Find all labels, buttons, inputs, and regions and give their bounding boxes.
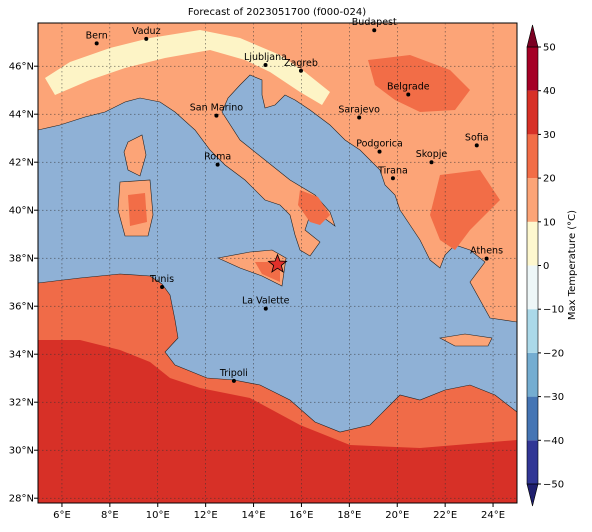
colorbar-band [527, 178, 538, 222]
city-label: Bern [86, 30, 108, 41]
colorbar-band [527, 221, 538, 266]
colorbar-band [527, 440, 538, 484]
colorbar-under [526, 483, 539, 507]
city-dot [406, 92, 411, 97]
city-label: Ljubljana [244, 52, 287, 63]
city-dot [160, 285, 165, 289]
city-label: Roma [204, 152, 231, 163]
x-tick-label: 16°E [289, 510, 313, 521]
colorbar-tick-label: 0 [543, 261, 549, 272]
africa-hot [38, 340, 517, 503]
crete [439, 333, 493, 347]
map-frame [37, 22, 518, 504]
colorbar-tick-label: −20 [543, 348, 564, 359]
city-dot [484, 256, 489, 261]
city-label: Athens [470, 246, 503, 257]
city-dot [377, 149, 382, 154]
colorbar-tick-label: −30 [543, 392, 564, 403]
y-tick-label: 30°N [9, 446, 34, 457]
y-tick-label: 36°N [9, 302, 34, 313]
colorbar-tick-label: −40 [543, 436, 564, 447]
city-dot [298, 68, 303, 73]
y-tick-label: 46°N [9, 62, 34, 73]
alps-cool [45, 30, 330, 105]
colorbar-tick-label: −10 [543, 305, 564, 316]
city-dot [263, 63, 268, 67]
city-label: Budapest [352, 17, 397, 28]
city-dot [231, 378, 236, 383]
map-title: Forecast of 2023051700 (f000-024) [188, 7, 366, 18]
colorbar-band [527, 265, 538, 310]
x-tick-label: 20°E [385, 510, 409, 521]
sardinia-warm [128, 193, 147, 226]
colorbar-tick-label: 20 [543, 174, 556, 185]
city-label: Vaduz [132, 26, 161, 37]
y-tick-label: 34°N [9, 350, 34, 361]
x-tick-label: 6°E [53, 510, 71, 521]
italy-south-warm [298, 190, 330, 225]
colorbar-over [526, 24, 539, 48]
city-label: Sarajevo [338, 105, 380, 116]
x-tick-label: 18°E [337, 510, 361, 521]
city-label: Tirana [377, 165, 408, 176]
greece-warm [430, 170, 500, 250]
city-label: Sofia [465, 132, 489, 143]
y-tick-label: 44°N [9, 110, 34, 121]
city-dot [215, 162, 220, 167]
city-dot [429, 160, 434, 165]
colorbar-band [527, 309, 538, 353]
city-dot [263, 306, 268, 311]
city-dot [94, 41, 99, 46]
city-label: Tripoli [219, 368, 248, 379]
star-marker [267, 253, 288, 273]
city-dot [474, 143, 479, 148]
city-dot [357, 115, 362, 120]
city-label: La Valette [242, 296, 290, 307]
city-dot [214, 113, 219, 118]
balkan-warm [368, 55, 470, 112]
colorbar-label: Max Temperature (°C) [567, 210, 578, 320]
map-area [38, 23, 517, 503]
colorbar-tick-label: 10 [543, 217, 556, 228]
colorbar-band [527, 352, 538, 397]
city-dot [144, 36, 149, 41]
colorbar-tick-label: −50 [543, 480, 564, 491]
y-tick-label: 38°N [9, 254, 34, 265]
colorbar-band [527, 134, 538, 179]
corsica [123, 134, 147, 177]
y-tick-label: 32°N [9, 398, 34, 409]
colorbar-band [527, 396, 538, 441]
x-tick-label: 14°E [242, 510, 266, 521]
colorbar-tick-label: 40 [543, 86, 556, 97]
colorbar-band [527, 47, 538, 91]
colorbar-tick-label: 50 [543, 43, 556, 54]
city-label: San Marino [190, 103, 243, 114]
x-tick-label: 10°E [146, 510, 170, 521]
city-label: Skopje [416, 149, 448, 160]
colorbar-tick-label: 30 [543, 130, 556, 141]
city-dot [390, 176, 395, 181]
city-label: Tunis [149, 274, 174, 285]
colorbar-band [527, 90, 538, 135]
y-tick-label: 42°N [9, 158, 34, 169]
city-label: Zagreb [284, 58, 318, 69]
x-tick-label: 12°E [194, 510, 218, 521]
city-label: Podgorica [356, 139, 403, 150]
x-tick-label: 22°E [433, 510, 457, 521]
city-dot [372, 28, 377, 33]
x-tick-label: 24°E [481, 510, 505, 521]
y-tick-label: 28°N [9, 494, 34, 505]
city-label: Belgrade [387, 82, 430, 93]
x-tick-label: 8°E [101, 510, 119, 521]
y-tick-label: 40°N [9, 206, 34, 217]
